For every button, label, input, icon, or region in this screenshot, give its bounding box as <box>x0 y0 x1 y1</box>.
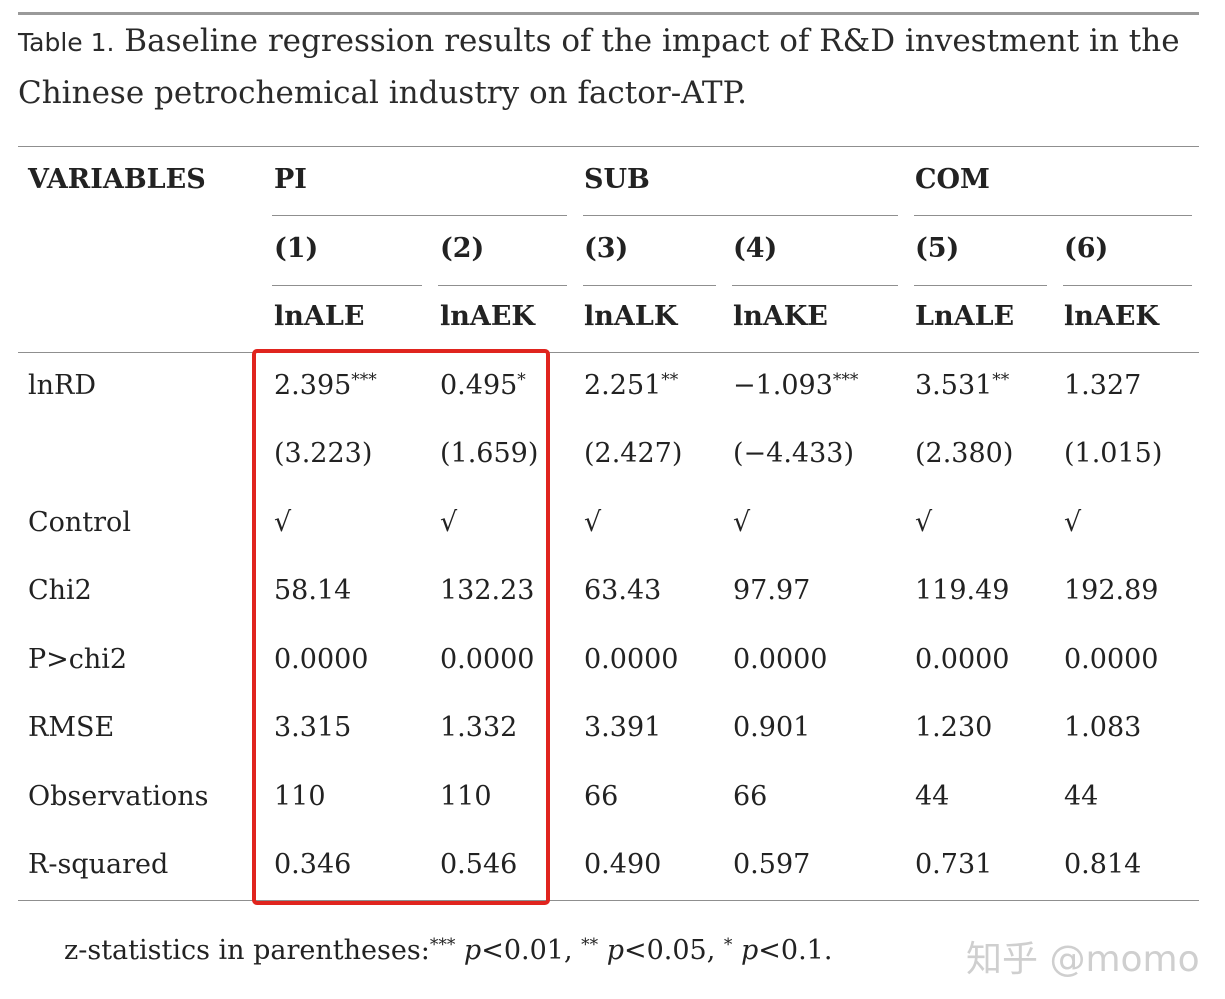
coef-cell: 0.495* <box>440 370 526 401</box>
dependent-var: lnAEK <box>440 301 535 332</box>
row-label-control: Control <box>28 507 131 538</box>
observations-cell: 110 <box>274 781 326 812</box>
observations-cell: 44 <box>1064 781 1099 812</box>
coef-cell: 2.395*** <box>274 370 377 401</box>
model-rule-6 <box>1063 285 1192 286</box>
row-label-r-squared: R-squared <box>28 849 169 880</box>
group-rule-pi <box>272 215 567 216</box>
chi2-cell: 119.49 <box>915 575 1010 606</box>
model-number: (2) <box>440 233 485 264</box>
table-caption: Table 1. Baseline regression results of … <box>18 16 1199 119</box>
coef-cell: 2.251** <box>584 370 679 401</box>
table-footnote: z-statistics in parentheses:*** p<0.01, … <box>64 935 833 966</box>
zstat-cell: (1.015) <box>1064 438 1163 469</box>
control-cell: √ <box>584 507 602 538</box>
chi2-cell: 132.23 <box>440 575 535 606</box>
rmse-cell: 0.901 <box>733 712 811 743</box>
highlight-box <box>252 349 550 905</box>
chi2-cell: 63.43 <box>584 575 662 606</box>
caption-text: Baseline regression results of the impac… <box>18 23 1180 111</box>
coef-cell: 3.531** <box>915 370 1010 401</box>
model-number: (1) <box>274 233 319 264</box>
zstat-cell: (2.380) <box>915 438 1014 469</box>
watermark: 知乎 @momo <box>966 939 1200 980</box>
model-rule-2 <box>438 285 567 286</box>
r-squared-cell: 0.597 <box>733 849 811 880</box>
observations-cell: 66 <box>733 781 768 812</box>
p-chi2-cell: 0.0000 <box>1064 644 1159 675</box>
p-chi2-cell: 0.0000 <box>584 644 679 675</box>
top-rule <box>18 12 1199 15</box>
control-cell: √ <box>733 507 751 538</box>
observations-cell: 66 <box>584 781 619 812</box>
p-chi2-cell: 0.0000 <box>733 644 828 675</box>
rmse-cell: 1.083 <box>1064 712 1142 743</box>
control-cell: √ <box>915 507 933 538</box>
model-number: (3) <box>584 233 629 264</box>
model-rule-4 <box>732 285 898 286</box>
group-rule-com <box>914 215 1192 216</box>
table-top-rule <box>18 146 1199 147</box>
dependent-var: LnALE <box>915 301 1015 332</box>
rmse-cell: 3.391 <box>584 712 662 743</box>
observations-cell: 44 <box>915 781 950 812</box>
zstat-cell: (1.659) <box>440 438 539 469</box>
group-rule-sub <box>583 215 898 216</box>
chi2-cell: 192.89 <box>1064 575 1159 606</box>
r-squared-cell: 0.546 <box>440 849 518 880</box>
model-number: (6) <box>1064 233 1109 264</box>
rmse-cell: 1.230 <box>915 712 993 743</box>
chi2-cell: 97.97 <box>733 575 811 606</box>
row-label-observations: Observations <box>28 781 209 812</box>
table-bottom-rule <box>18 900 1199 901</box>
group-header-pi: PI <box>274 164 307 195</box>
model-rule-1 <box>272 285 422 286</box>
p-chi2-cell: 0.0000 <box>440 644 535 675</box>
row-label-p-chi2: P>chi2 <box>28 644 128 675</box>
r-squared-cell: 0.346 <box>274 849 352 880</box>
r-squared-cell: 0.814 <box>1064 849 1142 880</box>
r-squared-cell: 0.490 <box>584 849 662 880</box>
group-header-com: COM <box>915 164 990 195</box>
coef-cell: −1.093*** <box>733 370 859 401</box>
dependent-var: lnALE <box>274 301 365 332</box>
model-number: (5) <box>915 233 960 264</box>
p-chi2-cell: 0.0000 <box>274 644 369 675</box>
model-number: (4) <box>733 233 778 264</box>
model-rule-5 <box>914 285 1047 286</box>
observations-cell: 110 <box>440 781 492 812</box>
zstat-cell: (3.223) <box>274 438 373 469</box>
dependent-var: lnALK <box>584 301 678 332</box>
coef-cell: 1.327 <box>1064 370 1142 401</box>
dependent-var: lnAKE <box>733 301 828 332</box>
caption-label: Table 1. <box>18 28 115 57</box>
dependent-var: lnAEK <box>1064 301 1159 332</box>
r-squared-cell: 0.731 <box>915 849 993 880</box>
p-chi2-cell: 0.0000 <box>915 644 1010 675</box>
header-variables: VARIABLES <box>28 164 206 195</box>
control-cell: √ <box>440 507 458 538</box>
model-rule-3 <box>583 285 716 286</box>
control-cell: √ <box>1064 507 1082 538</box>
control-cell: √ <box>274 507 292 538</box>
rmse-cell: 3.315 <box>274 712 352 743</box>
group-header-sub: SUB <box>584 164 650 195</box>
row-label-rmse: RMSE <box>28 712 115 743</box>
chi2-cell: 58.14 <box>274 575 352 606</box>
header-bottom-rule <box>18 352 1199 353</box>
rmse-cell: 1.332 <box>440 712 518 743</box>
row-label-lnrd: lnRD <box>28 370 97 401</box>
zstat-cell: (2.427) <box>584 438 683 469</box>
row-label-chi2: Chi2 <box>28 575 92 606</box>
zstat-cell: (−4.433) <box>733 438 854 469</box>
